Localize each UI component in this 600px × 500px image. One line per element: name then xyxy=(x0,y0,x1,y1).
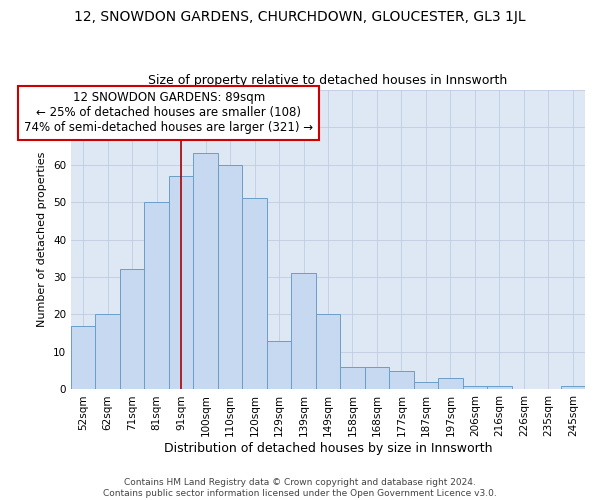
Bar xyxy=(560,386,585,390)
Bar xyxy=(193,154,218,390)
X-axis label: Distribution of detached houses by size in Innsworth: Distribution of detached houses by size … xyxy=(164,442,492,455)
Text: Contains HM Land Registry data © Crown copyright and database right 2024.
Contai: Contains HM Land Registry data © Crown c… xyxy=(103,478,497,498)
Bar xyxy=(316,314,340,390)
Text: 12, SNOWDON GARDENS, CHURCHDOWN, GLOUCESTER, GL3 1JL: 12, SNOWDON GARDENS, CHURCHDOWN, GLOUCES… xyxy=(74,10,526,24)
Bar xyxy=(71,326,95,390)
Bar xyxy=(169,176,193,390)
Bar xyxy=(413,382,438,390)
Bar xyxy=(145,202,169,390)
Bar xyxy=(120,270,145,390)
Bar xyxy=(340,367,365,390)
Bar xyxy=(463,386,487,390)
Bar xyxy=(218,164,242,390)
Bar xyxy=(365,367,389,390)
Bar xyxy=(438,378,463,390)
Bar xyxy=(291,273,316,390)
Bar xyxy=(267,340,291,390)
Y-axis label: Number of detached properties: Number of detached properties xyxy=(37,152,47,327)
Title: Size of property relative to detached houses in Innsworth: Size of property relative to detached ho… xyxy=(148,74,508,87)
Bar xyxy=(242,198,267,390)
Text: 12 SNOWDON GARDENS: 89sqm
← 25% of detached houses are smaller (108)
74% of semi: 12 SNOWDON GARDENS: 89sqm ← 25% of detac… xyxy=(25,92,313,134)
Bar xyxy=(487,386,512,390)
Bar xyxy=(95,314,120,390)
Bar xyxy=(389,370,413,390)
